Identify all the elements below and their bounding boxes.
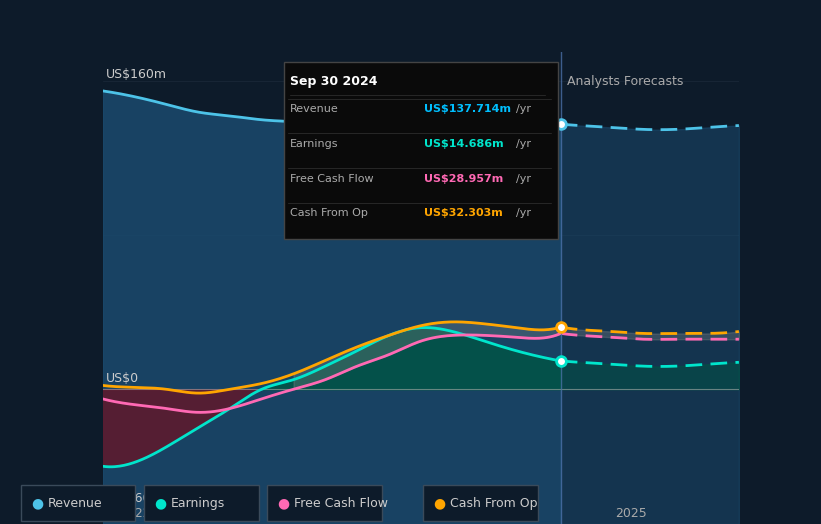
Text: US$14.686m: US$14.686m xyxy=(424,139,503,149)
Text: ●: ● xyxy=(433,496,445,510)
Text: US$28.957m: US$28.957m xyxy=(424,173,503,184)
Text: Past: Past xyxy=(528,75,554,89)
Text: /yr: /yr xyxy=(516,209,531,219)
Text: Sep 30 2024: Sep 30 2024 xyxy=(291,75,378,89)
Text: 2023: 2023 xyxy=(291,507,322,520)
Text: Revenue: Revenue xyxy=(48,497,103,509)
Text: Cash From Op: Cash From Op xyxy=(291,209,368,219)
Text: ●: ● xyxy=(31,496,43,510)
Text: ●: ● xyxy=(154,496,166,510)
Text: 2025: 2025 xyxy=(615,507,647,520)
Text: Earnings: Earnings xyxy=(171,497,225,509)
Text: Free Cash Flow: Free Cash Flow xyxy=(291,173,374,184)
Text: US$160m: US$160m xyxy=(106,68,167,81)
Text: Analysts Forecasts: Analysts Forecasts xyxy=(567,75,683,89)
Text: US$137.714m: US$137.714m xyxy=(424,104,511,114)
Text: 2024: 2024 xyxy=(456,507,488,520)
Text: US$0: US$0 xyxy=(106,373,139,386)
Text: Earnings: Earnings xyxy=(291,139,339,149)
FancyBboxPatch shape xyxy=(284,62,557,239)
Text: Revenue: Revenue xyxy=(291,104,339,114)
Text: US$32.303m: US$32.303m xyxy=(424,209,502,219)
Text: Free Cash Flow: Free Cash Flow xyxy=(294,497,388,509)
Text: 2022: 2022 xyxy=(118,507,150,520)
Text: -US$60m: -US$60m xyxy=(106,492,163,505)
Text: ●: ● xyxy=(277,496,289,510)
Text: /yr: /yr xyxy=(516,173,531,184)
Text: /yr: /yr xyxy=(516,139,531,149)
Text: Cash From Op: Cash From Op xyxy=(450,497,538,509)
Text: /yr: /yr xyxy=(516,104,531,114)
